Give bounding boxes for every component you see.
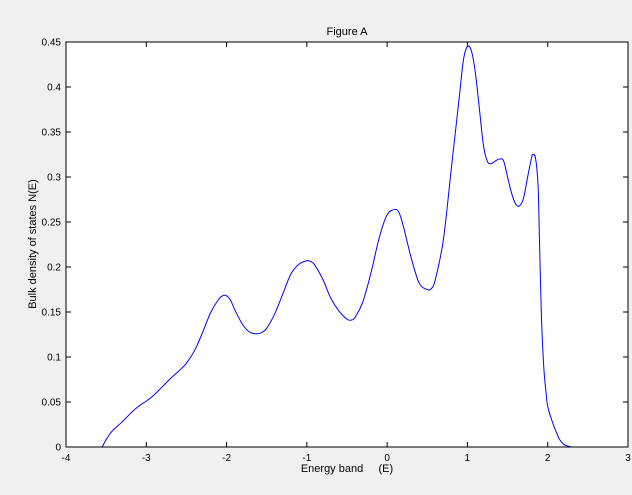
x-tick-label: 1 xyxy=(465,453,471,464)
y-tick-label: 0.4 xyxy=(47,83,61,94)
x-tick-label: -1 xyxy=(302,453,311,464)
y-tick-label: 0 xyxy=(55,443,61,454)
x-tick-label: -4 xyxy=(62,453,71,464)
y-axis-label: Bulk density of states N(E) xyxy=(27,179,39,309)
x-tick-label: 2 xyxy=(545,453,551,464)
plot-area xyxy=(66,42,628,447)
y-tick-label: 0.35 xyxy=(42,128,62,139)
y-ticks: 0 0.05 0.1 0.15 0.2 0.25 0.3 0.35 0.4 0.45 xyxy=(42,38,628,454)
x-tick-label: -2 xyxy=(222,453,231,464)
x-axis-label: Energy band (E) xyxy=(301,463,393,475)
y-tick-label: 0.3 xyxy=(47,173,61,184)
series-layer xyxy=(101,45,584,448)
axes-box xyxy=(65,41,629,448)
y-tick-label: 0.05 xyxy=(42,398,62,409)
series-line xyxy=(101,45,584,448)
y-tick-label: 0.45 xyxy=(42,38,62,49)
x-ticks: -4 -3 -2 -1 0 1 2 3 xyxy=(62,42,631,464)
y-tick-label: 0.1 xyxy=(47,353,61,364)
x-tick-label: 0 xyxy=(384,453,390,464)
y-tick-label: 0.2 xyxy=(47,263,61,274)
chart-title: Figure A xyxy=(327,26,369,38)
x-tick-label: -3 xyxy=(142,453,151,464)
x-tick-label: 3 xyxy=(625,453,631,464)
y-tick-label: 0.25 xyxy=(42,218,62,229)
y-tick-label: 0.15 xyxy=(42,308,62,319)
